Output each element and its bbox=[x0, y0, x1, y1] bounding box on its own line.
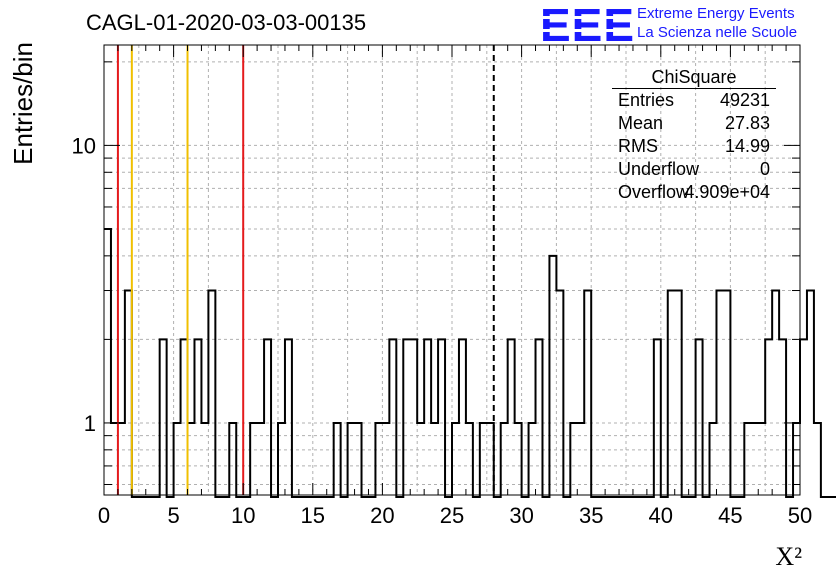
stats-row-entries: Entries 49231 bbox=[612, 89, 776, 112]
x-tick-label: 25 bbox=[440, 503, 464, 528]
x-tick-label: 20 bbox=[370, 503, 394, 528]
stats-value: 49231 bbox=[719, 90, 770, 110]
y-tick-label: 1 bbox=[84, 411, 96, 436]
x-tick-label: 10 bbox=[231, 503, 255, 528]
x-axis-label: X² bbox=[775, 542, 802, 571]
x-tick-label: 5 bbox=[167, 503, 179, 528]
stats-row-mean: Mean 27.83 bbox=[612, 112, 776, 135]
stats-title: ChiSquare bbox=[612, 66, 776, 89]
stats-key: Mean bbox=[618, 113, 664, 133]
stats-row-rms: RMS 14.99 bbox=[612, 135, 776, 158]
x-tick-label: 40 bbox=[649, 503, 673, 528]
stats-box: ChiSquare Entries 49231 Mean 27.83 RMS 1… bbox=[612, 66, 776, 204]
logo-line-2: La Scienza nelle Scuole bbox=[637, 24, 798, 41]
x-tick-label: 45 bbox=[718, 503, 742, 528]
x-tick-label: 15 bbox=[301, 503, 325, 528]
eee-logo-mark: EEE bbox=[540, 0, 636, 51]
stats-key: Entries bbox=[618, 90, 675, 110]
stats-row-overflow: Overflow 4.909e+04 bbox=[612, 181, 776, 204]
x-tick-label: 0 bbox=[98, 503, 110, 528]
logo-line-1: Extreme Energy Events bbox=[637, 5, 795, 22]
y-tick-label: 10 bbox=[72, 133, 96, 158]
x-tick-label: 50 bbox=[788, 503, 812, 528]
stats-row-underflow: Underflow 0 bbox=[612, 158, 776, 181]
stats-value: 0 bbox=[759, 159, 770, 179]
stats-key: Overflow bbox=[618, 182, 690, 202]
stats-key: RMS bbox=[618, 136, 658, 156]
run-title: CAGL-01-2020-03-03-00135 bbox=[86, 10, 367, 35]
eee-logo-text: EEE bbox=[540, 0, 636, 51]
stats-value: 4.909e+04 bbox=[684, 182, 770, 202]
x-tick-label: 35 bbox=[579, 503, 603, 528]
y-axis-label: Entries/bin bbox=[8, 42, 38, 165]
histogram-line bbox=[104, 227, 836, 498]
x-tick-label: 30 bbox=[509, 503, 533, 528]
stats-key: Underflow bbox=[618, 159, 700, 179]
stats-value: 14.99 bbox=[724, 136, 770, 156]
stats-value: 27.83 bbox=[724, 113, 770, 133]
